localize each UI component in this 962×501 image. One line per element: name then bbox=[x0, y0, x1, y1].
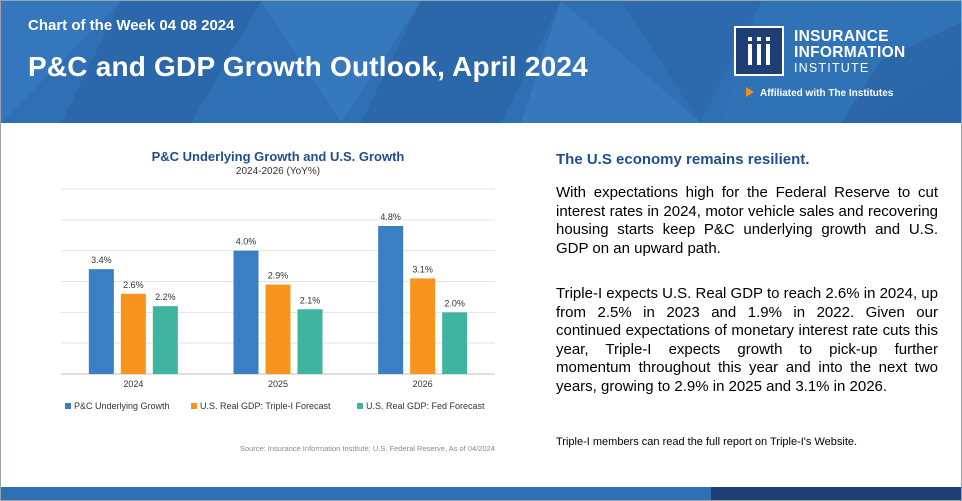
legend-swatch bbox=[65, 403, 71, 409]
chart-source: Source: Insurance Information Institute;… bbox=[239, 444, 495, 453]
data-label: 3.1% bbox=[412, 264, 433, 274]
x-tick-label: 2025 bbox=[268, 379, 288, 389]
bar bbox=[88, 269, 114, 374]
commentary-paragraph-2: Triple-I expects U.S. Real GDP to reach … bbox=[556, 285, 938, 395]
data-label: 4.8% bbox=[380, 212, 401, 222]
bar bbox=[410, 278, 436, 374]
legend-swatch bbox=[357, 403, 363, 409]
members-footnote: Triple-I members can read the full repor… bbox=[556, 436, 858, 448]
x-tick-label: 2026 bbox=[413, 379, 433, 389]
chart-title: P&C Underlying Growth and U.S. Growth bbox=[151, 149, 405, 164]
page-title: P&C and GDP Growth Outlook, April 2024 bbox=[28, 51, 588, 82]
data-label: 3.4% bbox=[91, 255, 112, 265]
data-label: 2.2% bbox=[155, 292, 176, 302]
legend-swatch bbox=[191, 403, 197, 409]
bar bbox=[152, 306, 178, 374]
data-label: 2.9% bbox=[268, 271, 289, 281]
commentary-paragraph-1: With expectations high for the Federal R… bbox=[556, 184, 938, 257]
data-label: 2.1% bbox=[300, 295, 321, 305]
legend-label: U.S. Real GDP: Triple-I Forecast bbox=[200, 401, 331, 411]
legend-label: U.S. Real GDP: Fed Forecast bbox=[366, 401, 485, 411]
header-banner: Chart of the Week 04 08 2024 P&C and GDP… bbox=[1, 1, 961, 123]
commentary-heading: The U.S economy remains resilient. bbox=[556, 151, 810, 168]
affiliation-label: Affiliated with The Institutes bbox=[760, 88, 894, 99]
bar bbox=[297, 309, 323, 374]
iii-logo: INSURANCE INFORMATION INSTITUTE Affiliat… bbox=[734, 23, 934, 103]
chart-subtitle: 2024-2026 (YoY%) bbox=[235, 166, 321, 177]
bar bbox=[442, 312, 468, 374]
the-institutes-icon bbox=[746, 87, 754, 97]
affiliation-text: Affiliated with The Institutes bbox=[746, 87, 893, 99]
data-label: 2.6% bbox=[123, 280, 144, 290]
legend-label: P&C Underlying Growth bbox=[74, 401, 170, 411]
logo-text-line2: INFORMATION bbox=[794, 44, 906, 61]
iii-logo-icon bbox=[734, 26, 784, 76]
footer-bar-accent bbox=[711, 487, 961, 500]
bar bbox=[233, 250, 259, 374]
bar bbox=[265, 284, 291, 374]
logo-text-line3: INSTITUTE bbox=[794, 61, 870, 75]
bar bbox=[120, 293, 146, 374]
bar bbox=[378, 226, 404, 374]
data-label: 4.0% bbox=[236, 237, 257, 247]
x-tick-label: 2024 bbox=[123, 379, 143, 389]
kicker-text: Chart of the Week 04 08 2024 bbox=[28, 17, 235, 34]
data-label: 2.0% bbox=[444, 298, 465, 308]
logo-text-line1: INSURANCE bbox=[794, 28, 889, 45]
